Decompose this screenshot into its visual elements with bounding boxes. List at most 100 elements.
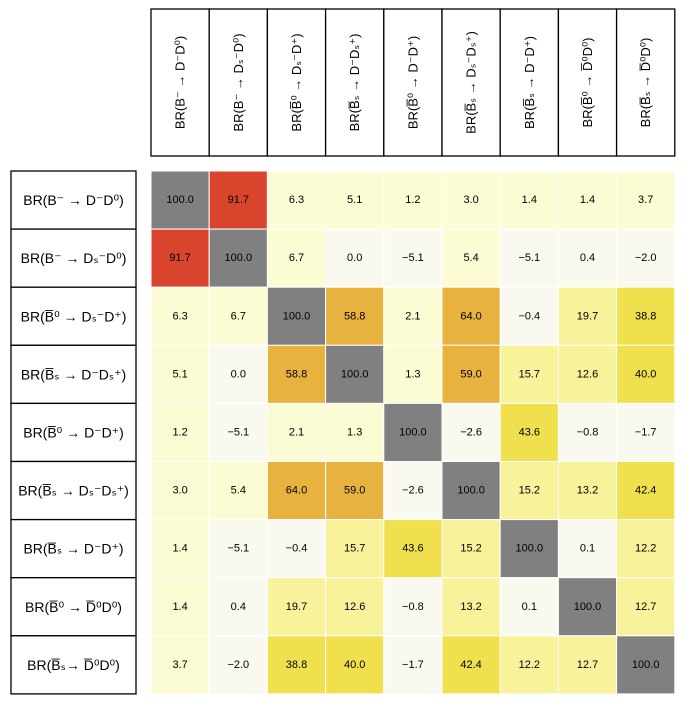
heatmap-cell [616, 286, 676, 346]
heatmap-cell [325, 286, 385, 346]
heatmap-cell [499, 635, 559, 695]
column-header-box [208, 8, 269, 157]
cell-value-label: 0.0 [231, 368, 246, 380]
cell-value-label: 100.0 [225, 252, 253, 264]
heatmap-cell [616, 519, 676, 579]
cell-value-label: 91.7 [169, 252, 190, 264]
heatmap-cell [150, 170, 210, 230]
heatmap-cell [150, 228, 210, 288]
column-header-box [150, 8, 210, 157]
heatmap-cell [383, 635, 443, 695]
cell-value-label: 91.7 [228, 194, 249, 206]
row-header-box [10, 635, 137, 695]
cell-value-label: −0.4 [286, 543, 308, 555]
heatmap-cell [499, 286, 559, 346]
cell-value-label: 12.7 [577, 659, 598, 671]
heatmap-cell [616, 228, 676, 288]
cell-value-label: 1.2 [172, 426, 187, 438]
cell-value-label: 100.0 [457, 485, 485, 497]
cell-value-label: 12.7 [635, 601, 656, 613]
cell-value-label: −2.6 [460, 426, 482, 438]
heatmap-cell [499, 461, 559, 521]
heatmap-cell [266, 577, 327, 637]
cell-value-label: 1.3 [347, 426, 362, 438]
row-header-label: BR(B⁻ → Dₛ⁻D⁰) [21, 250, 127, 266]
cell-value-label: 12.6 [577, 368, 598, 380]
heatmap-cell [266, 344, 327, 404]
heatmap-cell [208, 228, 268, 288]
cell-value-label: 3.7 [638, 194, 653, 206]
heatmap-cell [616, 635, 676, 695]
cell-value-label: 40.0 [344, 659, 365, 671]
column-header-label: BR(B̅⁰ → D̅⁰D⁰) [580, 37, 595, 127]
row-header-label: BR(B̅ₛ → D⁻Dₛ⁺) [21, 366, 126, 382]
cell-value-label: 5.4 [231, 485, 246, 497]
heatmap-cell [325, 170, 385, 230]
cell-value-label: 64.0 [286, 485, 307, 497]
heatmap-cell [208, 344, 268, 404]
cell-value-label: 38.8 [635, 310, 656, 322]
cell-value-label: 6.3 [172, 310, 187, 322]
cell-value-label: 58.8 [344, 310, 365, 322]
cell-value-label: 3.0 [172, 485, 187, 497]
cell-value-label: 100.0 [166, 194, 194, 206]
cell-value-label: 58.8 [286, 368, 307, 380]
heatmap-cell [325, 228, 385, 288]
heatmap-cell [441, 461, 501, 521]
row-header-label: BR(B̅⁰ → Dₛ⁻D⁺) [21, 308, 127, 324]
cell-value-label: 0.0 [347, 252, 362, 264]
row-header-label: BR(B̅ₛ→ D̅⁰D⁰) [27, 657, 120, 673]
heatmap-cell [325, 635, 385, 695]
cell-value-label: 19.7 [577, 310, 598, 322]
heatmap-cell [208, 519, 268, 579]
heatmap-cell [616, 461, 676, 521]
column-header-label: BR(B⁻ → D⁻D⁰) [173, 36, 188, 129]
cell-value-label: 12.2 [635, 543, 656, 555]
cell-value-label: 15.2 [519, 485, 540, 497]
column-header-box [266, 8, 327, 157]
heatmap-cell [441, 344, 501, 404]
cell-value-label: 5.1 [172, 368, 187, 380]
cell-value-label: −1.7 [402, 659, 424, 671]
heatmap-grid: 100.0 91.7 6.3 5.1 1.2 3.0 1.4 1.4 3.7 91.7 100.0 6… [150, 170, 676, 695]
heatmap-cell [441, 635, 501, 695]
cell-value-label: 15.7 [519, 368, 540, 380]
heatmap-cell [441, 519, 501, 579]
heatmap-cell [266, 519, 327, 579]
cell-value-label: 42.4 [460, 659, 481, 671]
row-header-group: BR(B⁻ → D⁻D⁰) BR(B⁻ → Dₛ⁻D⁰) BR(B̅⁰ → Dₛ⁻D… [10, 170, 137, 695]
row-header-label: BR(B̅⁰ → D̅⁰D⁰) [25, 599, 122, 615]
heatmap-cell [499, 577, 559, 637]
cell-value-label: 64.0 [460, 310, 481, 322]
cell-value-label: 1.3 [405, 368, 420, 380]
column-header-label: BR(B̅ₛ → Dₛ⁻Dₛ⁺) [464, 31, 479, 134]
heatmap-cell [266, 286, 327, 346]
heatmap-cell [150, 577, 210, 637]
column-header-box [383, 8, 443, 157]
column-header-label: BR(B̅ₛ → D⁻Dₛ⁺) [347, 34, 362, 132]
column-header-box [324, 8, 385, 157]
cell-value-label: 1.2 [405, 194, 420, 206]
heatmap-cell [557, 635, 618, 695]
cell-value-label: −5.1 [227, 426, 249, 438]
cell-value-label: 0.4 [231, 601, 246, 613]
cell-value-label: −5.1 [227, 543, 249, 555]
column-header-label: BR(B̅ₛ → D̅⁰D⁰) [638, 38, 653, 128]
cell-value-label: −2.0 [227, 659, 249, 671]
row-header-label: BR(B̅ₛ → D⁻D⁺) [23, 541, 123, 557]
heatmap-cell [499, 519, 559, 579]
heatmap-cell [557, 577, 618, 637]
cell-value-label: −0.4 [518, 310, 540, 322]
cell-value-label: 1.4 [522, 194, 537, 206]
heatmap-cell [150, 635, 210, 695]
row-header-box [10, 402, 137, 463]
column-header-label: BR(B̅⁰ → Dₛ⁻D⁺) [289, 33, 304, 131]
cell-value-label: 59.0 [344, 485, 365, 497]
cell-value-label: 19.7 [286, 601, 307, 613]
heatmap-cell [150, 461, 210, 521]
cell-value-label: 5.1 [347, 194, 362, 206]
heatmap-cell [383, 402, 443, 462]
row-header-box [10, 170, 137, 230]
heatmap-cell [325, 577, 385, 637]
cell-value-label: −2.0 [635, 252, 657, 264]
